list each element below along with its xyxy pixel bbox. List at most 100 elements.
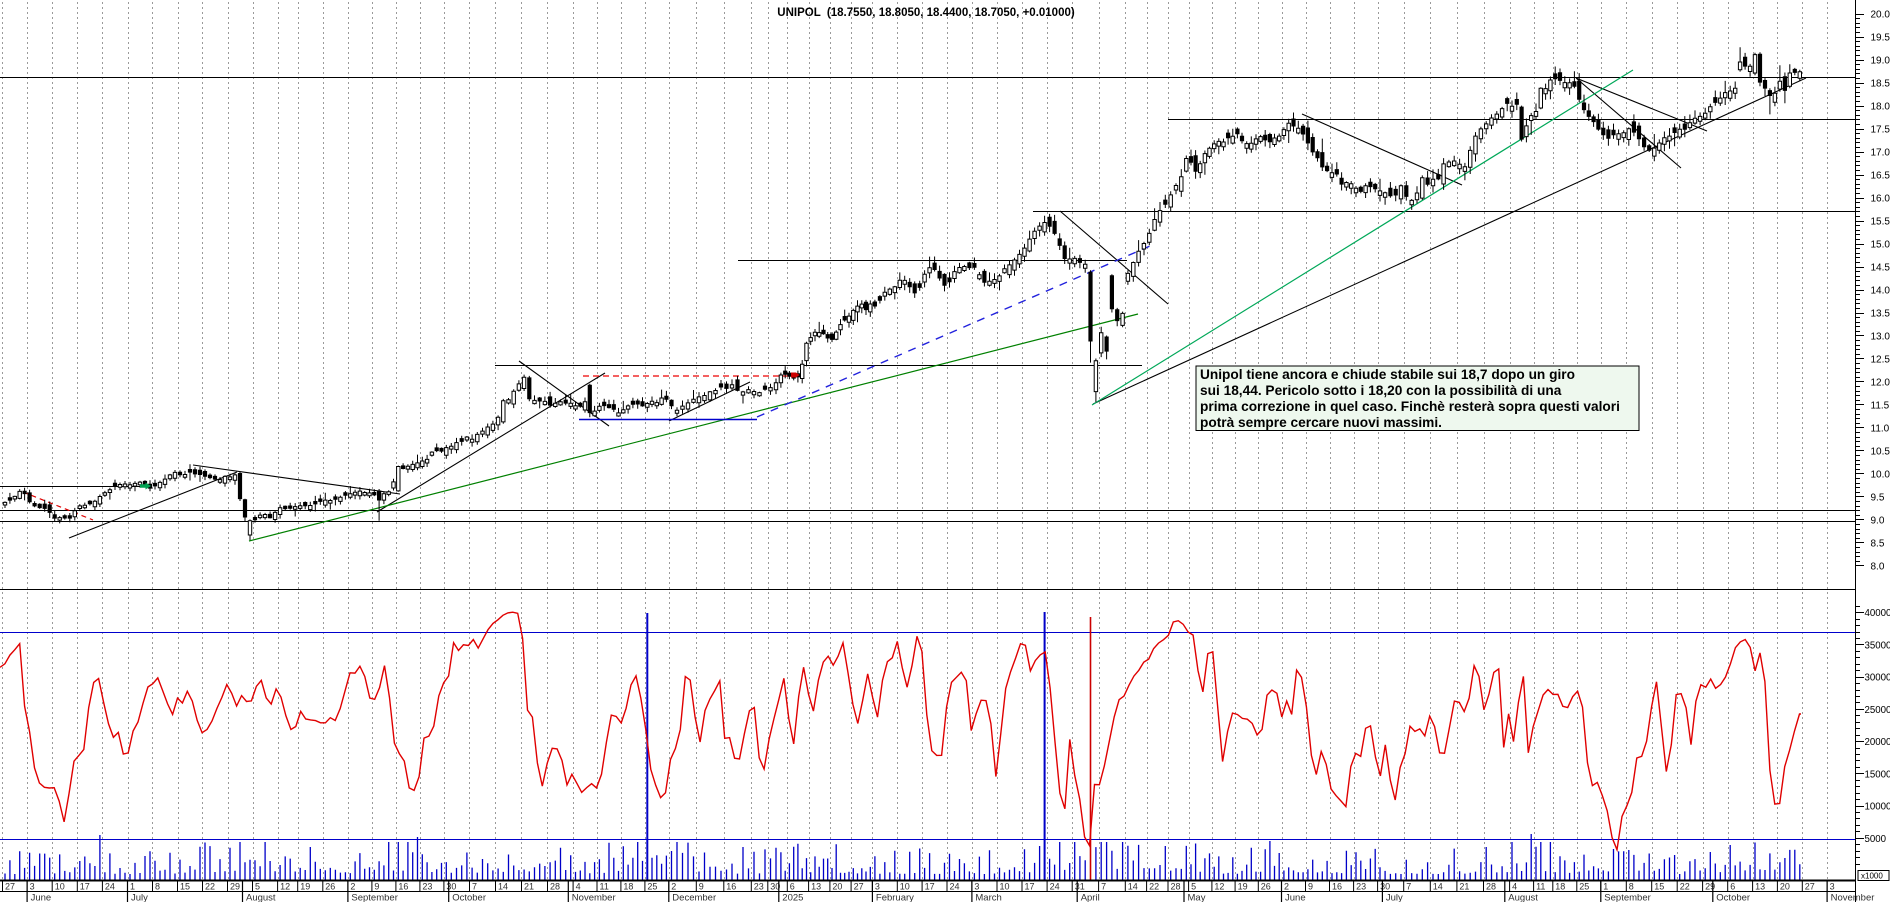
svg-text:UNIPOL (18.7550, 18.8050, 18.: UNIPOL (18.7550, 18.8050, 18.4400, 18.70… [777,7,1075,19]
svg-text:July: July [1386,893,1403,903]
svg-text:7: 7 [1406,882,1411,892]
svg-text:11.5: 11.5 [1871,400,1890,411]
svg-text:9: 9 [1308,882,1313,892]
svg-text:1: 1 [1603,882,1608,892]
svg-text:22: 22 [205,882,215,892]
svg-text:13.0: 13.0 [1871,332,1890,343]
svg-text:17: 17 [80,882,90,892]
svg-text:13: 13 [811,882,821,892]
svg-text:18: 18 [623,882,633,892]
svg-text:28: 28 [1486,882,1496,892]
svg-text:6: 6 [1730,882,1735,892]
svg-text:8: 8 [1629,882,1634,892]
svg-text:14: 14 [498,882,508,892]
svg-text:17.0: 17.0 [1871,148,1890,159]
svg-text:21: 21 [1459,882,1469,892]
svg-text:30: 30 [1380,882,1390,892]
svg-text:27: 27 [5,882,15,892]
svg-text:3: 3 [30,882,35,892]
svg-text:20000: 20000 [1865,737,1890,748]
svg-text:23: 23 [754,882,764,892]
svg-text:9: 9 [374,882,379,892]
svg-text:18.5: 18.5 [1871,79,1890,90]
svg-text:25: 25 [1579,882,1589,892]
svg-text:12.5: 12.5 [1871,355,1890,366]
svg-text:20: 20 [832,882,842,892]
svg-text:16.0: 16.0 [1871,194,1890,205]
svg-text:30000: 30000 [1865,673,1890,684]
svg-text:10: 10 [900,882,910,892]
svg-text:9.0: 9.0 [1871,515,1885,526]
svg-text:19: 19 [1238,882,1248,892]
svg-text:10000: 10000 [1865,802,1890,813]
svg-text:8.5: 8.5 [1871,538,1885,549]
svg-text:31: 31 [1075,882,1085,892]
svg-text:16: 16 [398,882,408,892]
svg-text:14.0: 14.0 [1871,286,1890,297]
svg-text:19: 19 [300,882,310,892]
svg-text:27: 27 [1805,882,1815,892]
svg-text:2: 2 [671,882,676,892]
svg-text:20: 20 [1780,882,1790,892]
svg-text:February: February [876,893,914,903]
svg-text:1: 1 [130,882,135,892]
svg-text:35000: 35000 [1865,641,1890,652]
svg-text:12: 12 [1214,882,1224,892]
svg-text:March: March [975,893,1001,903]
svg-text:18: 18 [1555,882,1565,892]
svg-text:26: 26 [1261,882,1271,892]
svg-text:19.0: 19.0 [1871,56,1890,67]
svg-text:9: 9 [699,882,704,892]
svg-text:10.5: 10.5 [1871,446,1890,457]
svg-text:11: 11 [1536,882,1545,892]
svg-text:8.0: 8.0 [1871,561,1885,572]
svg-text:15000: 15000 [1865,769,1890,780]
svg-text:14: 14 [1128,882,1138,892]
svg-text:25000: 25000 [1865,705,1890,716]
svg-text:24: 24 [105,882,115,892]
svg-text:29: 29 [230,882,240,892]
svg-text:9.5: 9.5 [1871,492,1885,503]
svg-text:13: 13 [1755,882,1765,892]
svg-text:potrà sempre cercare nuovi mas: potrà sempre cercare nuovi massimi. [1200,415,1442,430]
svg-text:30: 30 [446,882,456,892]
svg-text:17.5: 17.5 [1871,125,1890,136]
svg-text:8: 8 [155,882,160,892]
svg-text:17: 17 [925,882,935,892]
svg-text:3: 3 [974,882,979,892]
svg-text:14: 14 [1433,882,1443,892]
svg-text:21: 21 [524,882,534,892]
svg-text:June: June [31,893,52,903]
svg-text:16.5: 16.5 [1871,171,1890,182]
svg-text:15: 15 [180,882,190,892]
svg-text:15.5: 15.5 [1871,217,1890,228]
svg-text:23: 23 [1356,882,1366,892]
svg-text:April: April [1081,893,1100,903]
svg-text:22: 22 [1680,882,1690,892]
svg-text:3: 3 [875,882,880,892]
svg-text:20.0: 20.0 [1871,10,1890,21]
svg-text:27: 27 [854,882,864,892]
svg-text:prima correzione in quel caso.: prima correzione in quel caso. Finchè re… [1200,399,1620,414]
svg-text:4: 4 [576,882,581,892]
svg-text:July: July [131,893,148,903]
svg-text:22: 22 [1149,882,1159,892]
svg-text:2: 2 [350,882,355,892]
svg-text:3: 3 [1830,882,1835,892]
svg-text:10: 10 [1000,882,1010,892]
svg-text:29: 29 [1705,882,1715,892]
svg-text:11: 11 [600,882,609,892]
svg-text:16: 16 [726,882,736,892]
svg-text:24: 24 [950,882,960,892]
svg-text:7: 7 [472,882,477,892]
svg-text:7: 7 [1101,882,1106,892]
svg-text:September: September [1604,893,1650,903]
svg-text:2025: 2025 [782,893,803,903]
svg-text:5000: 5000 [1865,834,1887,845]
svg-text:x1000: x1000 [1861,872,1883,881]
svg-text:December: December [672,893,716,903]
svg-text:5: 5 [255,882,260,892]
svg-text:August: August [246,893,276,903]
svg-text:October: October [452,893,486,903]
svg-text:November: November [1831,893,1875,903]
